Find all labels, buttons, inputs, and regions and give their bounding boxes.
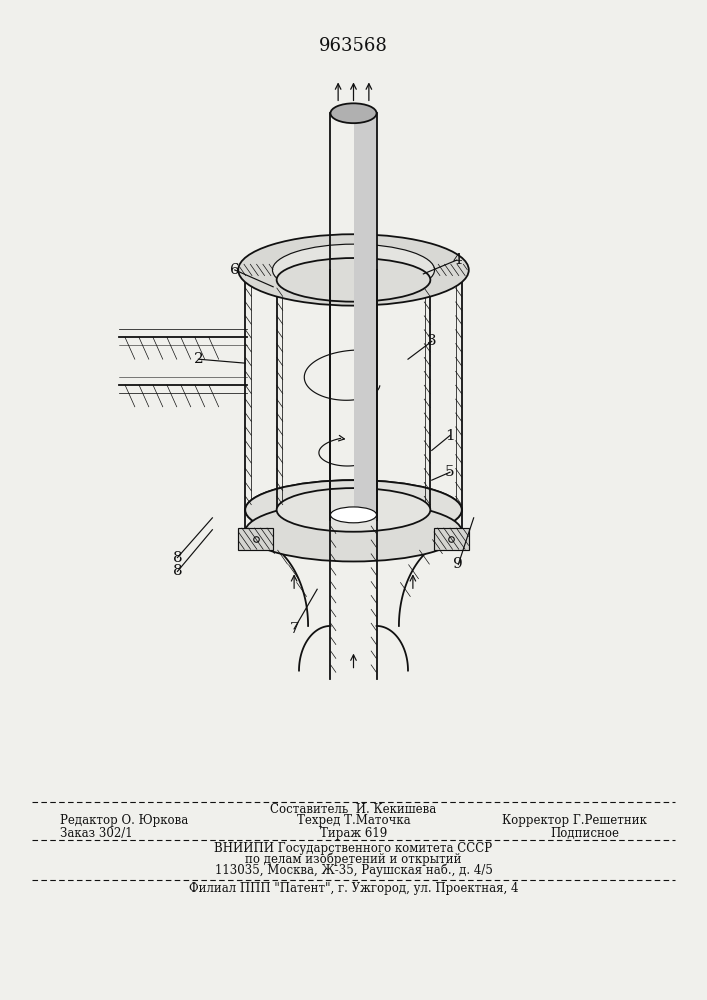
Text: 7: 7 — [289, 622, 299, 636]
Text: Редактор О. Юркова: Редактор О. Юркова — [60, 814, 188, 827]
Text: 4: 4 — [452, 253, 462, 267]
Text: Корректор Г.Решетник: Корректор Г.Решетник — [502, 814, 647, 827]
Text: 8: 8 — [173, 551, 182, 565]
Text: ВНИИПИ Государственного комитета СССР: ВНИИПИ Государственного комитета СССР — [214, 842, 493, 855]
FancyBboxPatch shape — [434, 528, 469, 550]
Text: Техред Т.Маточка: Техред Т.Маточка — [297, 814, 410, 827]
Ellipse shape — [330, 507, 377, 523]
Bar — [354, 113, 377, 520]
Ellipse shape — [272, 244, 435, 296]
Text: Филиал ППП "Патент", г. Ужгород, ул. Проектная, 4: Филиал ППП "Патент", г. Ужгород, ул. Про… — [189, 882, 518, 895]
Text: 6: 6 — [230, 263, 240, 277]
Text: Тираж 619: Тираж 619 — [320, 827, 387, 840]
Text: 8: 8 — [173, 564, 182, 578]
Text: 113035, Москва, Ж-35, Раушская наб., д. 4/5: 113035, Москва, Ж-35, Раушская наб., д. … — [214, 863, 493, 877]
Ellipse shape — [276, 258, 431, 302]
Ellipse shape — [330, 103, 377, 123]
Text: 3: 3 — [427, 334, 436, 348]
Ellipse shape — [245, 480, 462, 540]
Ellipse shape — [245, 480, 462, 540]
Ellipse shape — [245, 502, 462, 561]
Text: 1: 1 — [445, 429, 455, 443]
Text: Составитель  И. Кекишева: Составитель И. Кекишева — [270, 803, 437, 816]
Ellipse shape — [276, 488, 431, 532]
FancyBboxPatch shape — [238, 528, 273, 550]
Text: 5: 5 — [445, 465, 455, 479]
Text: Заказ 302/1: Заказ 302/1 — [60, 827, 133, 840]
Text: 9: 9 — [453, 557, 463, 571]
Text: по делам изобретений и открытий: по делам изобретений и открытий — [245, 852, 462, 866]
Text: 963568: 963568 — [319, 37, 388, 55]
Text: Подписное: Подписное — [550, 827, 619, 840]
Ellipse shape — [238, 234, 469, 306]
Text: 2: 2 — [194, 352, 204, 366]
